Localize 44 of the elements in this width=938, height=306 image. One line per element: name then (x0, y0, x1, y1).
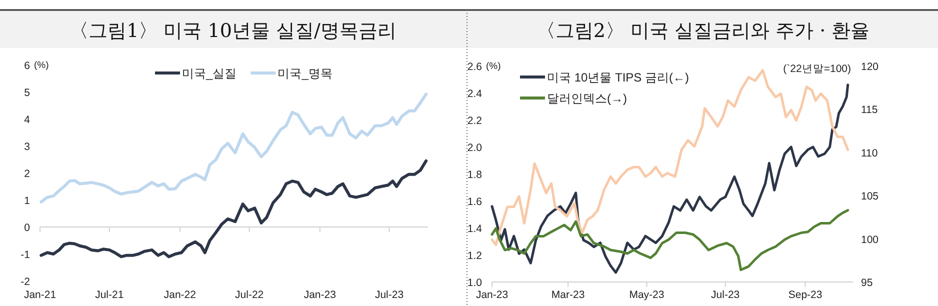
chart-title: 〈그림2〉 미국 실질금리와 주가 · 환율 (536, 20, 870, 42)
y2-tick-label: 115 (861, 104, 878, 116)
y-tick-label: 1.0 (467, 277, 482, 289)
y2-tick-label: 105 (861, 190, 879, 203)
y-tick-label: 1.2 (467, 250, 482, 262)
y-tick-label: 1.8 (467, 169, 482, 181)
x-tick-label: Mar-23 (551, 289, 585, 301)
x-tick-label: Jul-23 (374, 289, 404, 301)
y-tick-label: 0 (24, 222, 30, 234)
legend-label: 미국_실질 (182, 66, 237, 80)
y2-tick-label: 110 (861, 147, 878, 160)
y-tick-label: 5 (24, 87, 30, 99)
y-tick-label: 2.4 (467, 88, 482, 100)
legend-label: 미국 10년물 TIPS 금리(←) (547, 70, 690, 84)
x-tick-label: Jan-21 (24, 289, 56, 301)
x-tick-label: Jul-23 (711, 289, 740, 301)
y-tick-label: -2 (20, 276, 30, 288)
x-tick-label: Jan-23 (304, 289, 336, 301)
y-tick-label: 1.6 (467, 196, 482, 208)
chart-title: 〈그림1〉 미국 10년물 실질/명목금리 (70, 20, 396, 42)
y-axis-title: (%) (486, 61, 501, 72)
x-tick-label: Jul-22 (235, 289, 264, 301)
y2-tick-label: 95 (861, 277, 873, 289)
y-tick-label: 2.0 (467, 142, 482, 154)
y2-axis-title: (`22년말=100) (783, 63, 851, 75)
y2-tick-label: 100 (861, 234, 879, 246)
y-tick-label: 4 (24, 114, 30, 126)
y-tick-label: 1 (24, 195, 30, 207)
x-tick-label: Jan-22 (164, 289, 196, 301)
legend-label: 미국_명목 (278, 66, 332, 80)
y-tick-label: 2 (24, 168, 30, 180)
y-tick-label: -1 (20, 249, 30, 261)
y-tick-label: 2.6 (467, 61, 482, 73)
x-tick-label: Jan-23 (476, 289, 508, 301)
y-tick-label: 6 (24, 60, 30, 72)
y-tick-label: 3 (24, 141, 30, 153)
x-tick-label: Jul-21 (95, 289, 124, 301)
legend-label: 달러인덱스(→) (547, 92, 627, 106)
y-tick-label: 2.2 (467, 115, 482, 127)
y2-tick-label: 120 (861, 61, 879, 73)
y-tick-label: 1.4 (467, 223, 482, 235)
x-tick-label: May-23 (629, 289, 664, 301)
x-tick-label: Sep-23 (788, 289, 822, 301)
y-axis-title: (%) (34, 60, 49, 71)
